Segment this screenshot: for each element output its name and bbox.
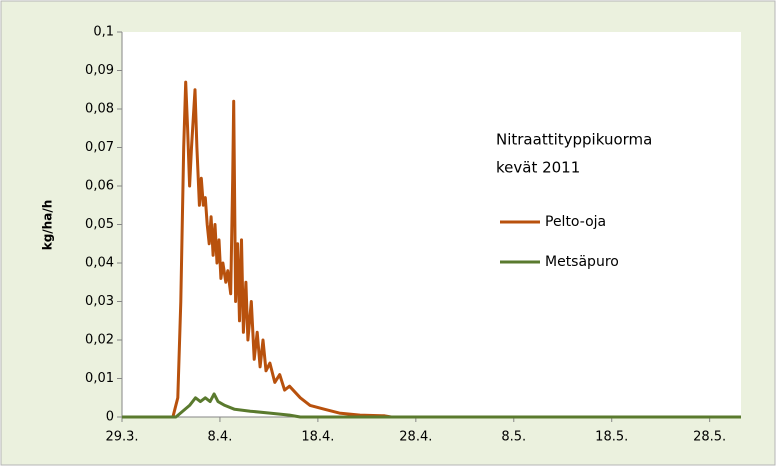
x-tick-label: 18.5. <box>595 430 628 445</box>
chart-subtitle: kevät 2011 <box>496 159 580 177</box>
x-tick-label: 28.4. <box>399 430 432 445</box>
y-tick-label: 0,09 <box>85 63 114 78</box>
y-tick-label: 0,01 <box>85 371 114 386</box>
y-tick-label: 0,02 <box>85 333 114 348</box>
x-tick-label: 18.4. <box>301 430 334 445</box>
legend-label: Pelto-oja <box>545 214 606 230</box>
x-tick-label: 28.5. <box>693 430 726 445</box>
legend-label: Metsäpuro <box>545 254 619 270</box>
y-tick-label: 0,07 <box>85 140 114 155</box>
y-axis-label: kg/ha/h <box>41 200 55 251</box>
line-series <box>122 392 741 419</box>
y-tick-label: 0,03 <box>85 294 114 309</box>
line-series <box>122 80 741 419</box>
plot-area <box>122 32 741 417</box>
y-tick-label: 0,1 <box>93 25 114 40</box>
y-tick-label: 0 <box>106 410 114 425</box>
y-tick-label: 0,04 <box>85 256 114 271</box>
x-tick-label: 8.4. <box>208 430 233 445</box>
x-tick-label: 8.5. <box>501 430 526 445</box>
y-tick-label: 0,08 <box>85 102 114 117</box>
y-tick-label: 0,06 <box>85 179 114 194</box>
chart-title: Nitraattityppikuorma <box>496 131 652 149</box>
x-tick-label: 29.3. <box>105 430 138 445</box>
y-tick-label: 0,05 <box>85 217 114 232</box>
